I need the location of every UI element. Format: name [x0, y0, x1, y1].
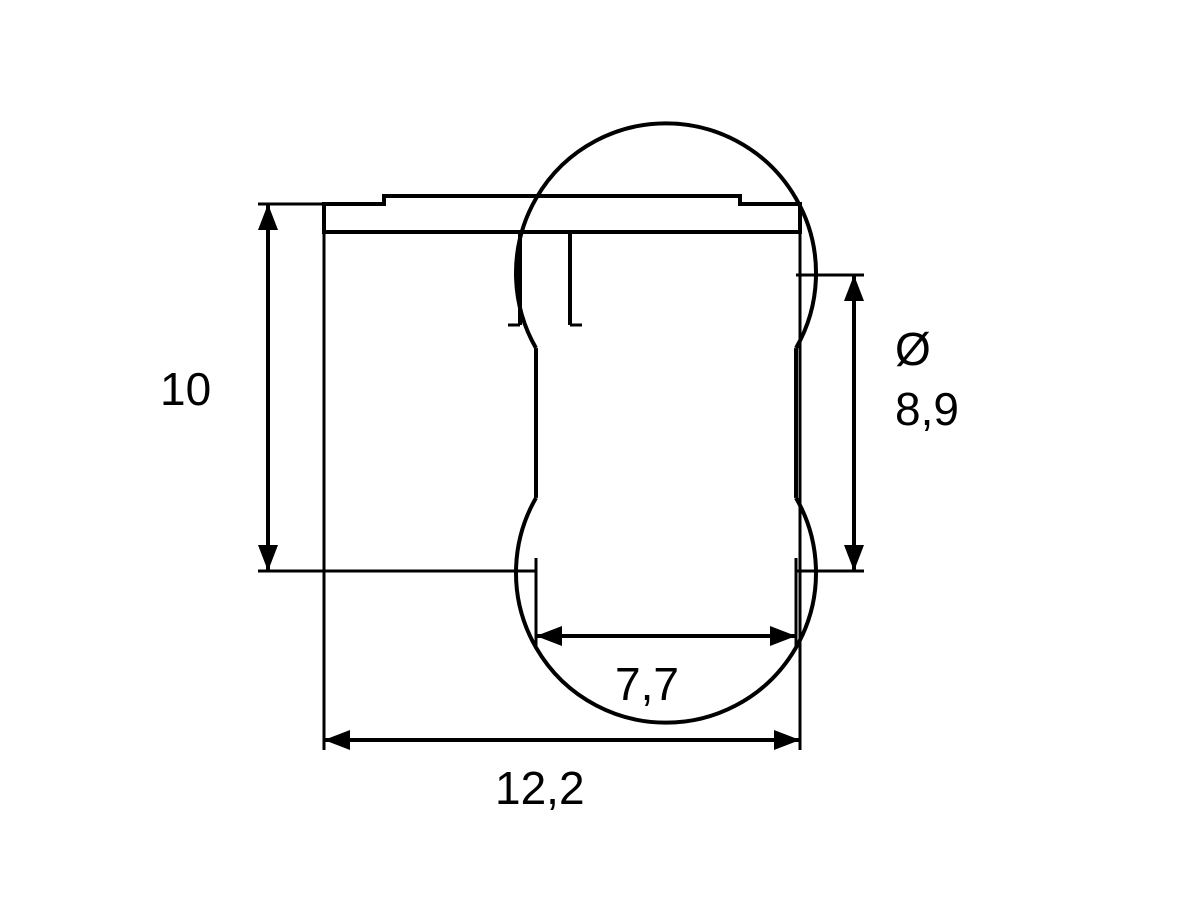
mounting-plate — [324, 196, 800, 232]
dim-diameter-symbol: Ø — [895, 323, 931, 375]
dimension-drawing: 10 Ø 8,9 7,7 12,2 — [0, 0, 1200, 900]
dim-depth-small: 7,7 — [615, 658, 679, 710]
dim-depth-total: 12,2 — [495, 762, 585, 814]
sphere-top-arc — [516, 123, 816, 348]
dim-diameter-value: 8,9 — [895, 383, 959, 435]
dim-height: 10 — [160, 363, 211, 415]
